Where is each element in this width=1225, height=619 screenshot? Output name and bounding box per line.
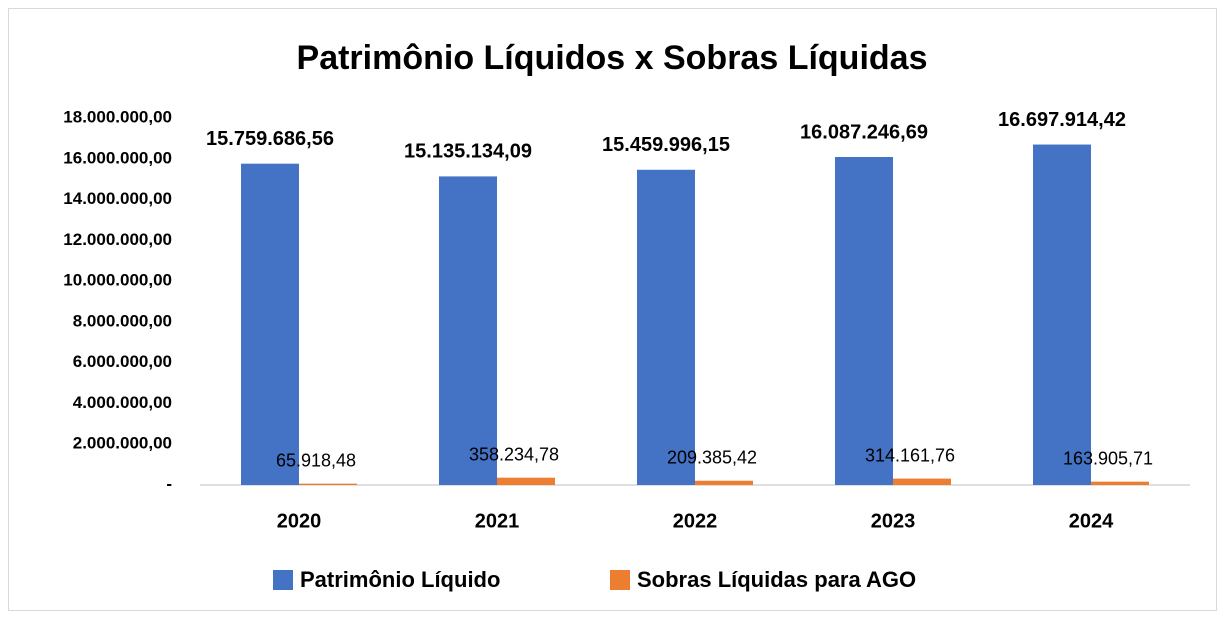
y-tick-label: 2.000.000,00 xyxy=(73,434,172,453)
legend-label: Sobras Líquidas para AGO xyxy=(637,567,916,592)
bar xyxy=(695,480,753,485)
value-label: 65.918,48 xyxy=(276,450,356,470)
x-tick-label: 2024 xyxy=(1069,510,1114,532)
value-label: 314.161,76 xyxy=(865,445,955,465)
y-tick-label: 14.000.000,00 xyxy=(63,189,172,208)
value-label: 16.697.914,42 xyxy=(998,109,1126,131)
y-tick-label: 10.000.000,00 xyxy=(63,271,172,290)
value-label: 209.385,42 xyxy=(667,447,757,467)
x-tick-label: 2023 xyxy=(871,510,916,532)
y-tick-label: 6.000.000,00 xyxy=(73,352,172,371)
bar xyxy=(497,477,555,485)
value-label: 358.234,78 xyxy=(469,444,559,464)
bar xyxy=(241,163,299,486)
chart-border xyxy=(8,8,1217,611)
legend-label: Patrimônio Líquido xyxy=(300,567,500,592)
value-label: 16.087.246,69 xyxy=(800,121,928,143)
y-tick-label: 18.000.000,00 xyxy=(63,107,172,126)
bar xyxy=(835,156,893,486)
chart-title: Patrimônio Líquidos x Sobras Líquidas xyxy=(297,39,928,77)
value-label: 15.759.686,56 xyxy=(206,128,334,150)
legend-swatch xyxy=(610,570,630,590)
bar xyxy=(299,483,357,485)
bar xyxy=(637,169,695,486)
y-tick-label: 12.000.000,00 xyxy=(63,230,172,249)
bar xyxy=(1091,481,1149,485)
x-tick-label: 2021 xyxy=(475,510,520,532)
y-tick-label: - xyxy=(166,474,172,493)
bar xyxy=(1033,144,1091,485)
bar xyxy=(439,176,497,485)
y-tick-label: 8.000.000,00 xyxy=(73,311,172,330)
value-label: 15.459.996,15 xyxy=(602,134,730,156)
x-tick-label: 2020 xyxy=(277,510,322,532)
x-tick-label: 2022 xyxy=(673,510,718,532)
bar xyxy=(893,478,951,485)
legend-swatch xyxy=(273,570,293,590)
value-label: 163.905,71 xyxy=(1063,448,1153,468)
y-tick-label: 16.000.000,00 xyxy=(63,148,172,167)
y-tick-label: 4.000.000,00 xyxy=(73,393,172,412)
value-label: 15.135.134,09 xyxy=(404,141,532,163)
